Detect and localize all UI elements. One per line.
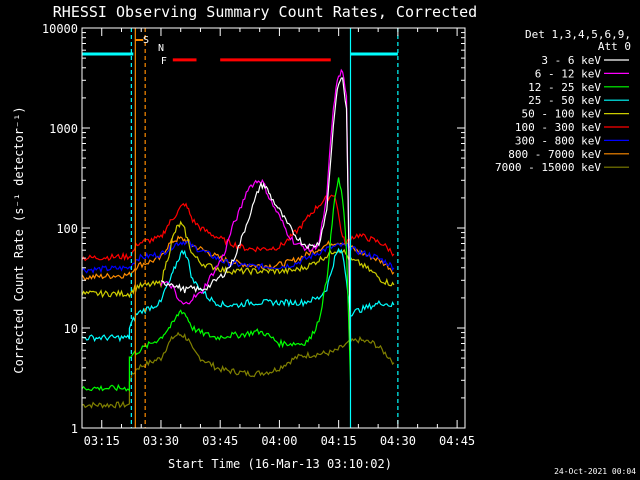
x-axis-label: Start Time (16-Mar-13 03:10:02) <box>168 457 392 471</box>
legend-entry-label: 7000 - 15000 keV <box>495 161 601 174</box>
legend-entry-label: 25 - 50 keV <box>528 94 601 107</box>
legend-header: Att 0 <box>598 40 631 53</box>
series-line-9 <box>82 331 395 409</box>
x-tick-label: 03:30 <box>143 434 179 448</box>
x-tick-label: 04:15 <box>321 434 357 448</box>
legend-header: Det 1,3,4,5,6,9, <box>525 28 631 41</box>
legend-entry-label: 3 - 6 keV <box>541 54 601 67</box>
plot-area: SNF 1 10 100 1000 10000 03:15 03:30 03:45 04:00 04… <box>42 22 475 448</box>
series-line-6 <box>82 193 395 262</box>
night-label: N <box>158 43 164 54</box>
x-tick-label: 04:00 <box>261 434 297 448</box>
series-line-4 <box>82 247 395 343</box>
flare-label: F <box>161 56 167 67</box>
series-line-3 <box>82 177 352 392</box>
legend-entry-label: 800 - 7000 keV <box>508 148 601 161</box>
legend-entry-label: 6 - 12 keV <box>535 67 602 80</box>
saa-label: S <box>143 35 149 46</box>
footer-date: 24-Oct-2021 00:04 <box>554 467 636 476</box>
series-line-1 <box>160 77 352 351</box>
y-tick-label: 10 <box>64 322 78 336</box>
legend-entry-label: 50 - 100 keV <box>522 108 602 121</box>
y-tick-label: 1000 <box>49 122 78 136</box>
chart-title: RHESSI Observing Summary Count Rates, Co… <box>53 3 477 21</box>
y-axis-label: Corrected Count Rate (s⁻¹ detector⁻¹) <box>12 106 26 373</box>
x-tick-label: 03:15 <box>84 434 120 448</box>
legend-entry-label: 12 - 25 keV <box>528 81 601 94</box>
series-group <box>82 68 395 409</box>
x-tick-label: 04:45 <box>439 434 475 448</box>
y-tick-label: 10000 <box>42 22 78 36</box>
y-tick-label: 1 <box>71 422 78 436</box>
x-tick-label: 03:45 <box>202 434 238 448</box>
series-line-2 <box>160 68 352 338</box>
legend-entry-label: 300 - 800 keV <box>515 134 601 147</box>
y-tick-label: 100 <box>56 222 78 236</box>
legend-entry-label: 100 - 300 keV <box>515 121 601 134</box>
series-line-7 <box>82 240 395 274</box>
series-line-5 <box>82 220 395 299</box>
series-line-8 <box>82 235 395 282</box>
x-tick-label: 04:30 <box>380 434 416 448</box>
